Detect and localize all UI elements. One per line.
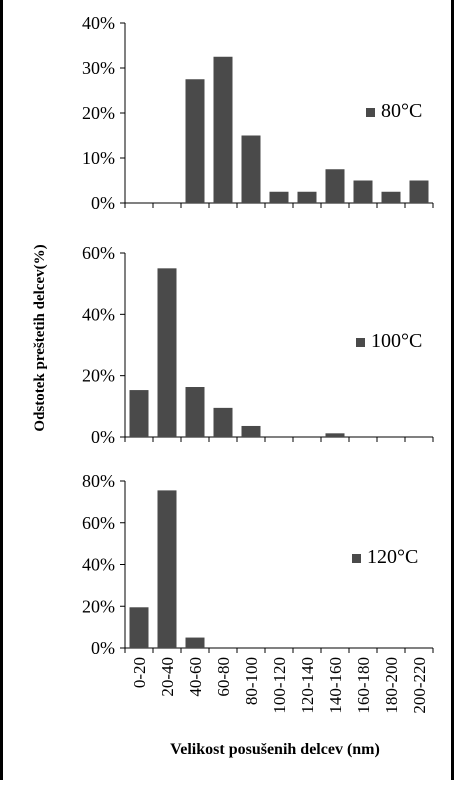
x-tick-label: 20-40 [158,657,177,697]
y-tick-label: 40% [82,304,115,324]
bar-200-220 [409,180,429,203]
x-axis-label: Velikost posušenih delcev (nm) [170,741,380,758]
frame-border-left [0,0,3,780]
bar-40-60 [185,387,205,437]
legend-swatch [352,554,361,563]
bar-40-60 [185,637,205,648]
bar-80-100 [241,425,261,437]
bar-140-160 [325,433,345,437]
bar-20-40 [157,268,177,437]
x-tick-label: 80-100 [242,657,261,705]
y-tick-label: 0% [91,638,115,658]
bar-0-20 [129,607,149,648]
bar-160-180 [353,180,373,203]
bar-140-160 [325,169,345,203]
x-tick-label: 180-200 [382,657,401,714]
bar-40-60 [185,79,205,203]
bar-0-20 [129,390,149,437]
bar-20-40 [157,490,177,648]
frame-border-right [451,0,454,780]
legend-label: 120°C [367,546,418,568]
x-tick-label: 140-160 [326,657,345,714]
bar-60-80 [213,407,233,437]
y-axis-label: Odstotek preštetih delcev(%) [32,244,48,431]
x-tick-label: 120-140 [298,657,317,714]
x-tick-label: 60-80 [214,657,233,697]
y-tick-label: 80% [82,471,115,491]
x-tick-label: 100-120 [270,657,289,714]
bar-80-100 [241,135,261,203]
bar-180-200 [381,191,401,203]
bar-100-120 [269,191,289,203]
y-tick-label: 0% [91,427,115,447]
y-tick-label: 20% [82,366,115,386]
y-tick-label: 20% [82,103,115,123]
y-tick-label: 40% [82,13,115,33]
x-tick-label: 200-220 [410,657,429,714]
legend-label: 80°C [381,100,422,122]
bar-120-140 [297,191,317,203]
x-tick-label: 0-20 [130,657,149,688]
legend-label: 100°C [371,330,422,352]
y-tick-label: 30% [82,58,115,78]
y-tick-label: 60% [82,513,115,533]
legend-swatch [356,338,365,347]
bar-60-80 [213,56,233,203]
x-tick-label: 40-60 [186,657,205,697]
y-tick-label: 20% [82,596,115,616]
y-tick-label: 40% [82,555,115,575]
y-tick-label: 0% [91,193,115,213]
y-tick-label: 60% [82,243,115,263]
y-tick-label: 10% [82,148,115,168]
x-tick-label: 160-180 [354,657,373,714]
legend-swatch [366,108,375,117]
